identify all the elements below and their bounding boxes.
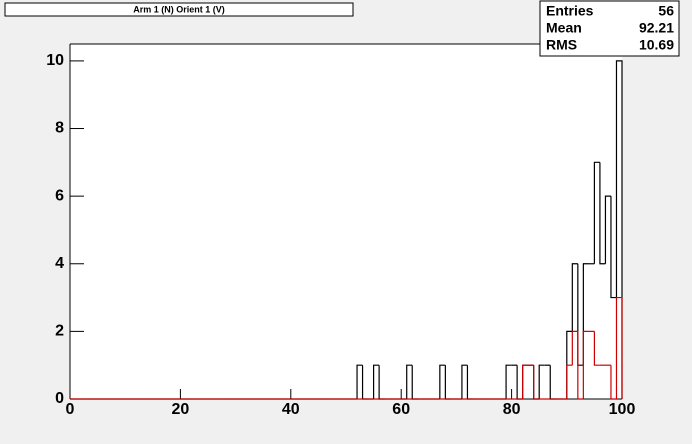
histogram-bin (571, 263, 578, 332)
y-tick-label: 4 (55, 255, 64, 272)
x-tick-label: 20 (172, 401, 190, 418)
chart-title: Arm 1 (N) Orient 1 (V) (133, 4, 225, 14)
stats-label: Mean (546, 20, 582, 36)
stats-label: RMS (546, 37, 577, 53)
histogram-bin (582, 330, 589, 399)
histogram-bin (610, 196, 617, 299)
x-tick-label: 40 (282, 401, 300, 418)
histogram-bin (533, 365, 540, 400)
plot-area (70, 44, 622, 399)
histogram-bin (577, 331, 584, 400)
histogram-bin (439, 364, 446, 399)
histogram-bin (571, 330, 578, 366)
y-tick-label: 2 (55, 323, 64, 340)
histogram-bin (615, 60, 623, 399)
histogram-bin (615, 296, 623, 399)
y-tick-label: 8 (55, 120, 64, 137)
histogram-bin (599, 162, 606, 265)
stats-box (539, 0, 680, 57)
histogram-bin (566, 364, 573, 399)
x-tick-label: 80 (503, 401, 521, 418)
stats-label: Entries (546, 3, 594, 19)
histogram-bin (505, 364, 512, 399)
histogram-bin (406, 364, 413, 399)
x-tick-label: 0 (66, 401, 75, 418)
histogram-bin (604, 195, 611, 264)
histogram-bin (610, 365, 617, 400)
y-tick-label: 6 (55, 187, 64, 204)
y-tick-label: 0 (55, 390, 64, 407)
y-tick-label: 10 (46, 52, 64, 69)
stats-value: 92.21 (639, 20, 674, 36)
histogram-bin (593, 161, 600, 264)
histogram-bin (356, 364, 363, 399)
stats-value: 10.69 (639, 37, 674, 53)
stats-value: 56 (658, 3, 674, 19)
histogram-bin (373, 364, 380, 399)
x-tick-label: 100 (609, 401, 636, 418)
x-tick-label: 60 (392, 401, 410, 418)
title-box (4, 2, 354, 17)
histogram-bin (593, 331, 600, 366)
histogram-bin (461, 364, 468, 399)
histogram-bin (522, 364, 529, 399)
histogram-bin (538, 364, 545, 399)
